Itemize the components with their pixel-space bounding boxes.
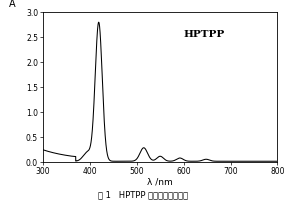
Text: A: A	[9, 0, 16, 10]
X-axis label: λ /nm: λ /nm	[147, 177, 173, 187]
Text: 图 1   HPTPP 的紫外可见光谱图: 图 1 HPTPP 的紫外可见光谱图	[98, 191, 188, 200]
Text: HPTPP: HPTPP	[184, 30, 225, 40]
